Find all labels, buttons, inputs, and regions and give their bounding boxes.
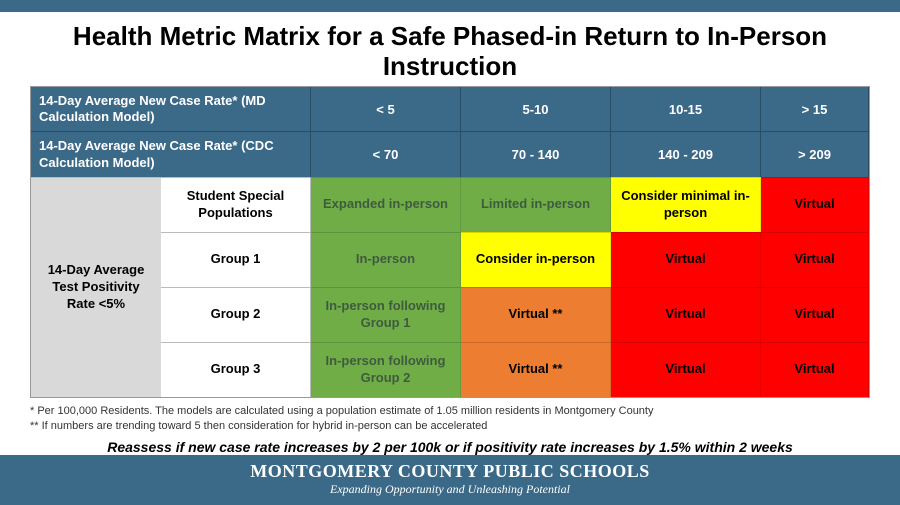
row-3-cell-1: Virtual ** [461, 342, 611, 397]
page-title: Health Metric Matrix for a Safe Phased-i… [0, 12, 900, 86]
row-3-cell-3: Virtual [761, 342, 869, 397]
row-2-cell-2: Virtual [611, 287, 761, 342]
row-2-cell-3: Virtual [761, 287, 869, 342]
side-label: 14-Day Average Test Positivity Rate <5% [31, 177, 161, 397]
health-metric-matrix: 14-Day Average New Case Rate* (MD Calcul… [30, 86, 870, 398]
brand-footer: MONTGOMERY COUNTY PUBLIC SCHOOLS Expandi… [0, 455, 900, 505]
row-2-group: Group 2 [161, 287, 311, 342]
brand-tagline: Expanding Opportunity and Unleashing Pot… [0, 482, 900, 497]
header-md-col-3: > 15 [761, 87, 869, 132]
header-cdc-col-3: > 209 [761, 131, 869, 177]
reassess-note: Reassess if new case rate increases by 2… [30, 439, 870, 455]
row-2-cell-1: Virtual ** [461, 287, 611, 342]
row-0-cell-2: Consider minimal in-person [611, 177, 761, 232]
header-md-col-2: 10-15 [611, 87, 761, 132]
top-accent-bar [0, 0, 900, 12]
brand-name: MONTGOMERY COUNTY PUBLIC SCHOOLS [0, 461, 900, 482]
row-2-cell-0: In-person following Group 1 [311, 287, 461, 342]
row-1-cell-2: Virtual [611, 232, 761, 287]
footnotes: * Per 100,000 Residents. The models are … [30, 404, 870, 435]
row-0-cell-0: Expanded in-person [311, 177, 461, 232]
row-1-group: Group 1 [161, 232, 311, 287]
row-0-cell-3: Virtual [761, 177, 869, 232]
footnote-1: * Per 100,000 Residents. The models are … [30, 404, 870, 419]
row-1-cell-1: Consider in-person [461, 232, 611, 287]
row-3-cell-0: In-person following Group 2 [311, 342, 461, 397]
row-1-cell-0: In-person [311, 232, 461, 287]
header-cdc-label: 14-Day Average New Case Rate* (CDC Calcu… [31, 131, 311, 177]
header-cdc-col-1: 70 - 140 [461, 131, 611, 177]
row-0-cell-1: Limited in-person [461, 177, 611, 232]
header-cdc-col-2: 140 - 209 [611, 131, 761, 177]
header-md-col-0: < 5 [311, 87, 461, 132]
header-cdc-col-0: < 70 [311, 131, 461, 177]
row-3-group: Group 3 [161, 342, 311, 397]
row-3-cell-2: Virtual [611, 342, 761, 397]
row-1-cell-3: Virtual [761, 232, 869, 287]
footnote-2: ** If numbers are trending toward 5 then… [30, 419, 870, 434]
header-md-col-1: 5-10 [461, 87, 611, 132]
header-md-label: 14-Day Average New Case Rate* (MD Calcul… [31, 87, 311, 132]
row-0-group: Student Special Populations [161, 177, 311, 232]
